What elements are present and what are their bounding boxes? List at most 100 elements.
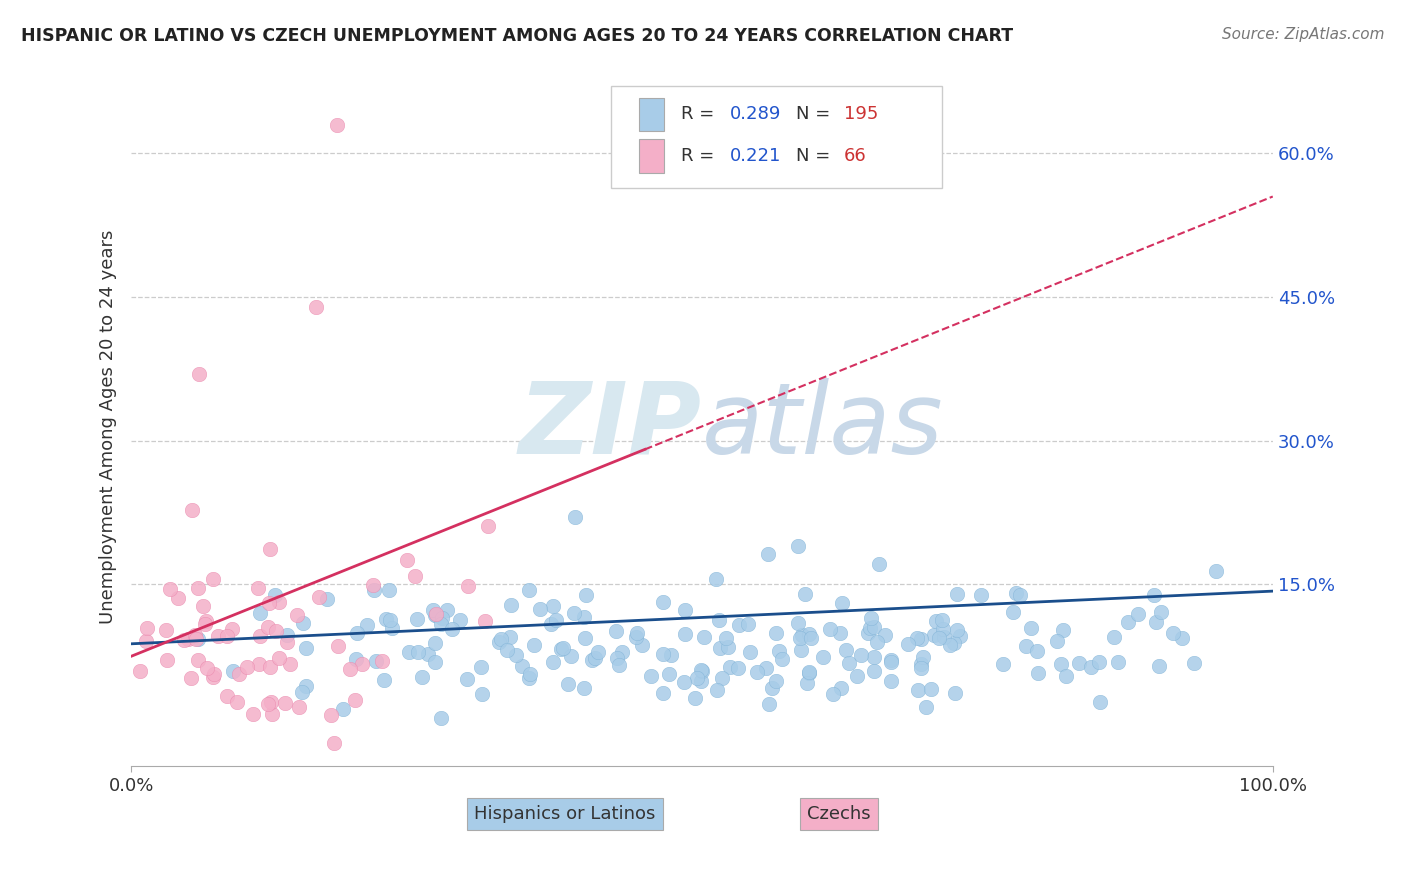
Point — [758, 697, 780, 711]
Point — [519, 667, 541, 681]
Point — [689, 673, 711, 688]
Point — [180, 672, 202, 686]
Point — [305, 300, 328, 314]
Point — [166, 591, 188, 605]
Point — [907, 631, 929, 645]
Point — [181, 503, 204, 517]
Point — [361, 578, 384, 592]
Point — [276, 635, 298, 649]
Point — [914, 700, 936, 714]
Point — [799, 665, 821, 679]
Point — [610, 645, 633, 659]
Text: 0.221: 0.221 — [730, 147, 780, 165]
Point — [135, 634, 157, 648]
Point — [517, 672, 540, 686]
Point — [395, 553, 418, 567]
Point — [922, 628, 945, 642]
Point — [1069, 656, 1091, 670]
Point — [787, 539, 810, 553]
Point — [221, 622, 243, 636]
Point — [868, 557, 890, 571]
Point — [737, 617, 759, 632]
Point — [928, 631, 950, 645]
Point — [374, 612, 396, 626]
Point — [332, 702, 354, 716]
Point — [1149, 605, 1171, 619]
Point — [659, 648, 682, 663]
Point — [278, 657, 301, 671]
Point — [880, 653, 903, 667]
Point — [789, 643, 811, 657]
Point — [436, 603, 458, 617]
Text: 0.289: 0.289 — [730, 105, 780, 123]
Point — [828, 626, 851, 640]
Point — [845, 669, 868, 683]
Point — [851, 648, 873, 662]
Point — [755, 661, 778, 675]
Point — [418, 647, 440, 661]
Text: atlas: atlas — [702, 378, 943, 475]
Point — [456, 673, 478, 687]
Point — [932, 623, 955, 637]
Point — [1144, 615, 1167, 629]
Point — [288, 700, 311, 714]
Point — [371, 654, 394, 668]
Point — [879, 674, 901, 689]
Point — [761, 681, 783, 695]
Point — [873, 628, 896, 642]
Point — [607, 658, 630, 673]
Point — [572, 681, 595, 695]
Point — [651, 686, 673, 700]
Point — [489, 632, 512, 646]
Point — [946, 587, 969, 601]
Point — [517, 582, 540, 597]
Point — [404, 569, 426, 583]
Point — [581, 653, 603, 667]
Point — [523, 638, 546, 652]
Point — [823, 687, 845, 701]
Point — [215, 629, 238, 643]
Point — [710, 671, 733, 685]
Point — [859, 620, 882, 634]
Point — [574, 632, 596, 646]
Point — [794, 586, 817, 600]
Point — [912, 650, 935, 665]
Point — [1052, 623, 1074, 637]
Point — [1002, 605, 1025, 619]
Point — [377, 582, 399, 597]
Point — [1010, 588, 1032, 602]
Point — [274, 696, 297, 710]
Point — [322, 736, 344, 750]
Point — [658, 667, 681, 681]
Point — [477, 519, 499, 533]
Point — [256, 697, 278, 711]
Point — [1205, 564, 1227, 578]
Point — [316, 592, 339, 607]
FancyBboxPatch shape — [610, 87, 942, 188]
Point — [366, 654, 388, 668]
Point — [706, 572, 728, 586]
Point — [690, 664, 713, 678]
Point — [294, 640, 316, 655]
Point — [673, 675, 696, 690]
Point — [543, 599, 565, 613]
Point — [770, 651, 793, 665]
Point — [838, 656, 860, 670]
Point — [1128, 607, 1150, 622]
Point — [1143, 588, 1166, 602]
Point — [860, 611, 883, 625]
Point — [1021, 621, 1043, 635]
Point — [267, 651, 290, 665]
Point — [1080, 659, 1102, 673]
Point — [1116, 615, 1139, 630]
Text: 66: 66 — [844, 147, 866, 165]
Point — [939, 638, 962, 652]
Point — [1046, 634, 1069, 648]
Point — [631, 639, 654, 653]
Y-axis label: Unemployment Among Ages 20 to 24 years: Unemployment Among Ages 20 to 24 years — [100, 229, 117, 624]
Point — [267, 595, 290, 609]
Point — [496, 642, 519, 657]
Point — [818, 622, 841, 636]
Point — [264, 624, 287, 639]
Point — [193, 599, 215, 613]
